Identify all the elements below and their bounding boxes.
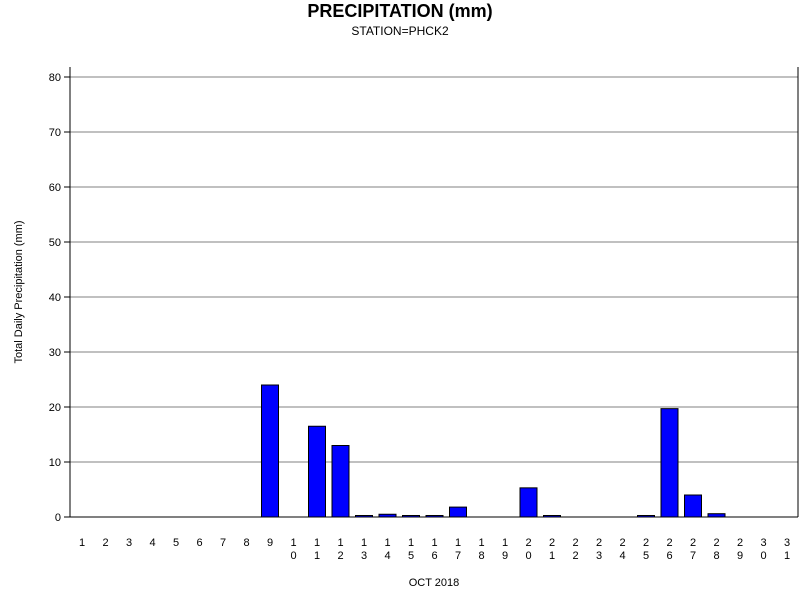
bar-day-11 [308,425,326,518]
x-tick-label: 1 [79,537,85,549]
x-tick-label: 9 [267,537,273,549]
x-tick-label: 5 [173,537,179,549]
x-tick-label: 4 [149,537,155,549]
y-tick-label: 80 [49,72,61,84]
x-tick-label: 7 [220,537,226,549]
y-tick-label: 20 [49,402,61,414]
chart-subtitle: STATION=PHCK2 [351,24,449,38]
y-tick-label: 40 [49,292,61,304]
bar-day-27 [684,494,702,518]
x-tick-label: 6 [196,537,202,549]
bars [261,384,726,518]
chart-title: PRECIPITATION (mm) [307,1,493,21]
x-axis: 1 2 3 4 5 6 7 8 9 1 01 11 21 31 41 51 61 71 81 92 02 12 22 32 42… [70,516,798,562]
bar-day-26 [660,408,679,518]
y-axis-label: Total Daily Precipitation (mm) [13,220,25,363]
bar-day-9 [261,384,279,518]
grid-lines [70,76,798,463]
y-axis: 0 10 20 30 40 50 60 70 80 [49,67,799,524]
y-tick-label: 70 [49,127,61,139]
x-axis-label: OCT 2018 [409,577,460,589]
y-tick-label: 0 [55,512,61,524]
y-tick-label: 30 [49,347,61,359]
y-tick-label: 60 [49,182,61,194]
x-tick-label: 8 [243,537,249,549]
x-tick-label: 2 [102,537,108,549]
bar-day-12 [331,445,350,518]
bar-day-17 [449,506,467,518]
y-tick-label: 10 [49,457,61,469]
y-tick-label: 50 [49,237,61,249]
bar-day-20 [519,487,538,518]
x-tick-label: 3 [126,537,132,549]
